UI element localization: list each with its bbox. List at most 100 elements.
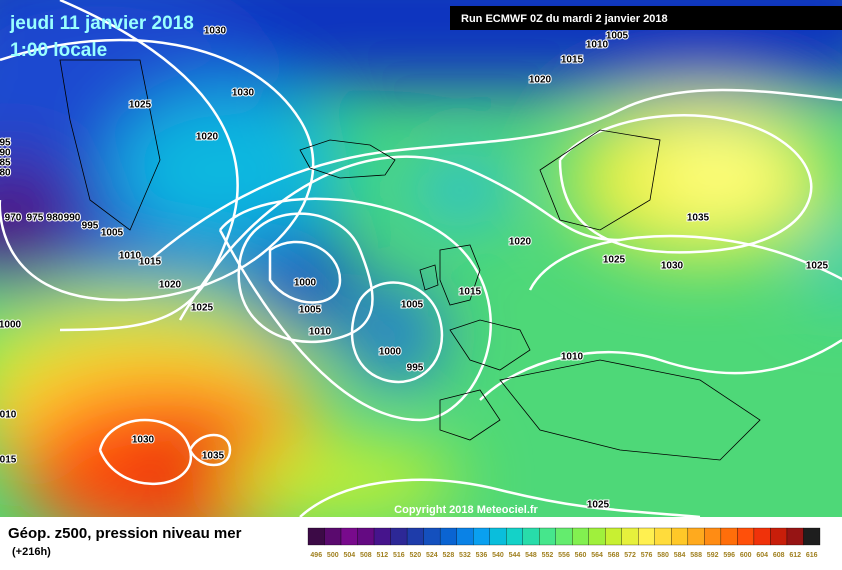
isobar-label: 015: [0, 455, 17, 466]
colorbar-label: 556: [558, 552, 570, 559]
colorbar-cell: [786, 527, 804, 546]
colorbar-label: 560: [575, 552, 587, 559]
isobar-label: 1015: [459, 287, 482, 298]
colorbar-cell: [803, 527, 821, 546]
isobar-label: 1030: [661, 261, 684, 272]
colorbar-label: 596: [723, 552, 735, 559]
isobar-label: 1030: [132, 435, 155, 446]
isobar-label: 995: [407, 363, 424, 374]
isobar-labels: 1030103010251020102010151010100595908580…: [0, 25, 830, 512]
colorbar-cell: [489, 527, 507, 546]
colorbar-label: 588: [690, 552, 702, 559]
isobar-label: 90: [0, 148, 11, 159]
colorbar-label: 512: [376, 552, 388, 559]
colorbar-label: 616: [806, 552, 818, 559]
isobar-label: 1030: [232, 88, 255, 99]
isobar-label: 1010: [586, 40, 609, 51]
isobar-label: 1010: [309, 327, 332, 338]
isobar-label: 1010: [119, 251, 142, 262]
colorbar-label: 508: [360, 552, 372, 559]
colorbar-cell: [357, 527, 375, 546]
colorbar-label: 568: [608, 552, 620, 559]
isobar-label: 1025: [806, 261, 829, 272]
isobar-label: 010: [0, 410, 17, 421]
isobar-label: 85: [0, 158, 11, 169]
colorbar-cell: [588, 527, 606, 546]
colorbar-cell: [753, 527, 771, 546]
time-label: 1:00 locale: [10, 40, 107, 61]
isobar-label: 1000: [379, 347, 402, 358]
isobar-label: 1005: [606, 31, 629, 42]
isobar-label: 1015: [561, 55, 584, 66]
colorbar-label: 540: [492, 552, 504, 559]
date-label: jeudi 11 janvier 2018: [9, 13, 194, 34]
colorbar-label: 528: [443, 552, 455, 559]
colorbar-label: 608: [773, 552, 785, 559]
isobar-label: 95: [0, 138, 11, 149]
colorbar-cell: [555, 527, 573, 546]
colorbar-label: 572: [624, 552, 636, 559]
isobar-label: 1000: [0, 320, 22, 331]
colorbar-cell: [737, 527, 755, 546]
field-title: Géop. z500, pression niveau mer: [8, 525, 242, 542]
colorbar-label: 524: [426, 552, 438, 559]
colorbar-cell: [506, 527, 523, 546]
colorbar-label: 552: [542, 552, 554, 559]
isobar-label: 975: [27, 213, 44, 224]
copyright: Copyright 2018 Meteociel.fr: [394, 504, 538, 516]
colorbar-label: 576: [641, 552, 653, 559]
isobar-label: 1020: [196, 132, 219, 143]
colorbar-label: 592: [707, 552, 719, 559]
isobar-lines: [0, 0, 842, 517]
isobar-label: 1005: [101, 228, 124, 239]
colorbar-label: 580: [657, 552, 669, 559]
isobar-label: 1020: [159, 280, 182, 291]
colorbar-cell: [390, 527, 408, 546]
isobar-label: 1035: [687, 213, 710, 224]
colorbar-label: 612: [789, 552, 801, 559]
colorbar-label: 516: [393, 552, 405, 559]
isobar-label: 1025: [587, 500, 610, 511]
isobar-label: 1025: [129, 100, 152, 111]
isobar-label: 1005: [299, 305, 322, 316]
colorbar-cell: [539, 527, 556, 546]
colorbar-cell: [621, 527, 639, 546]
coastlines: [59, 59, 761, 461]
colorbar-cell: [671, 527, 689, 546]
colorbar-label: 584: [674, 552, 686, 559]
isobar-label: 1000: [294, 278, 317, 289]
colorbar-cell: [423, 527, 441, 546]
colorbar-cell: [456, 527, 474, 546]
colorbar-label: 536: [476, 552, 488, 559]
colorbar-cell: [687, 527, 705, 546]
colorbar-cell: [324, 527, 342, 546]
isobar-label: 1025: [603, 255, 626, 266]
colorbar-cell: [720, 527, 738, 546]
colorbar-label: 496: [310, 552, 322, 559]
colorbar-cell: [654, 527, 672, 546]
colorbar-cell: [406, 527, 424, 546]
isobar-label: 1020: [509, 237, 532, 248]
colorbar-cell: [340, 527, 358, 546]
colorbar-cell: [770, 527, 788, 546]
isobar-label: 970: [5, 213, 22, 224]
colorbar-label: 504: [343, 552, 355, 559]
colorbar-label: 600: [740, 552, 752, 559]
run-box: [450, 6, 842, 30]
colorbar-label: 604: [756, 552, 768, 559]
colorbar: 496 500 504 508 512 516 520 524 528 532 536 540 544 5…: [307, 527, 821, 559]
isobar-label: 1005: [401, 300, 424, 311]
map-field: [0, 0, 842, 517]
run-label: Run ECMWF 0Z du mardi 2 janvier 2018: [461, 13, 668, 25]
colorbar-cell: [522, 527, 540, 546]
colorbar-label: 532: [459, 552, 471, 559]
colorbar-cell: [605, 527, 622, 546]
lead-time: (+216h): [12, 546, 51, 558]
colorbar-cell: [638, 527, 655, 546]
colorbar-label: 564: [591, 552, 603, 559]
colorbar-cell: [473, 527, 490, 546]
isobar-label: 980: [47, 213, 64, 224]
colorbar-label: 520: [410, 552, 422, 559]
